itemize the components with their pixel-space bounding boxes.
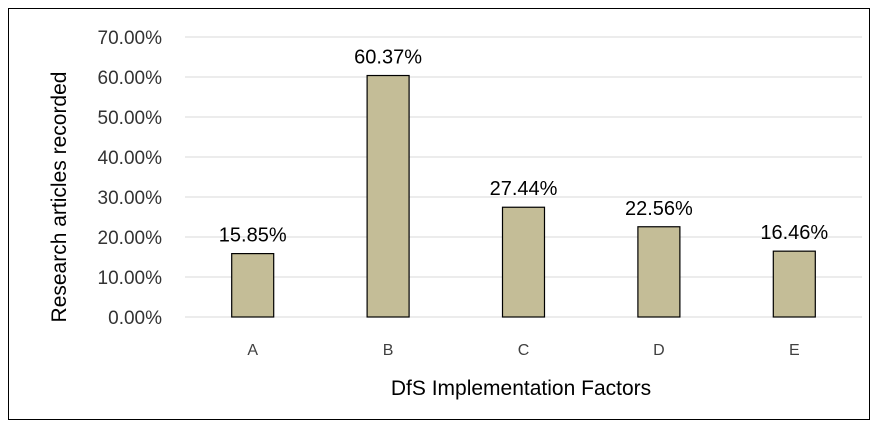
y-tick-label: 70.00% (98, 28, 163, 49)
category-label-b: B (383, 342, 394, 359)
y-axis-title: Research articles recorded (48, 72, 71, 323)
bar-b (366, 74, 410, 318)
gridlines (185, 36, 862, 318)
data-labels: 15.85% 60.37% 27.44% 22.56% 16.46% (219, 47, 829, 247)
category-label-d: D (653, 342, 665, 359)
bar-a (231, 253, 275, 318)
x-axis-title: DfS Implementation Factors (391, 377, 651, 400)
data-label-c: 27.44% (490, 178, 558, 200)
data-label-b: 60.37% (354, 47, 422, 69)
x-axis-category-labels: A B C D E (247, 342, 799, 359)
bars (231, 74, 816, 318)
data-label-a: 15.85% (219, 225, 287, 247)
category-label-a: A (247, 342, 258, 359)
category-label-e: E (789, 342, 800, 359)
bar-e (772, 250, 816, 318)
y-tick-label: 0.00% (108, 308, 162, 329)
y-tick-label: 10.00% (98, 268, 163, 289)
y-tick-label: 40.00% (98, 148, 163, 169)
data-label-e: 16.46% (760, 222, 828, 244)
y-tick-label: 60.00% (98, 68, 163, 89)
bar-d (637, 226, 681, 318)
y-tick-label: 30.00% (98, 188, 163, 209)
y-axis-tick-labels: 0.00% 10.00% 20.00% 30.00% 40.00% 50.00% 60.00… (98, 28, 163, 329)
y-tick-label: 20.00% (98, 228, 163, 249)
y-tick-label: 50.00% (98, 108, 163, 129)
data-label-d: 22.56% (625, 198, 693, 220)
category-label-c: C (518, 342, 530, 359)
bar-c (501, 206, 546, 318)
